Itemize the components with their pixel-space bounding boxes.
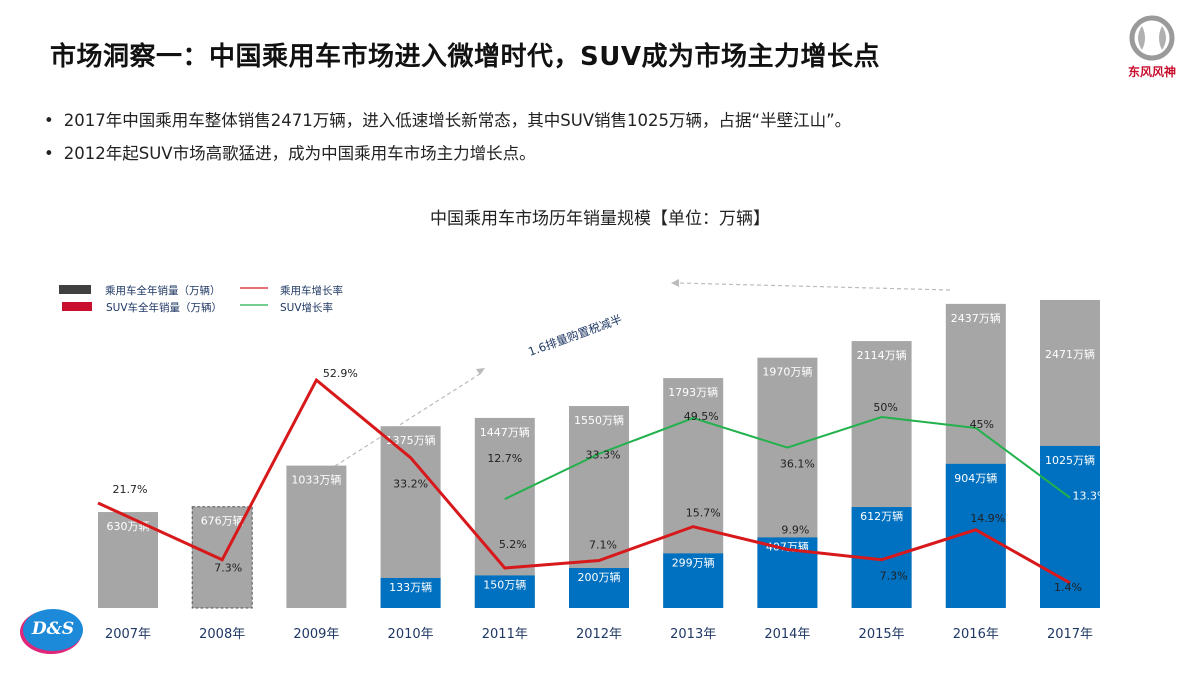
bar-suv bbox=[1040, 445, 1100, 608]
chart-title: 中国乘用车市场历年销量规模【单位：万辆】 bbox=[430, 209, 770, 229]
bar-suv bbox=[380, 577, 441, 608]
label-total-growth: 7.3% bbox=[880, 570, 908, 583]
label-total-growth: 7.1% bbox=[589, 539, 617, 552]
bar-suv-label: 612万辆 bbox=[860, 509, 903, 523]
legend-label-suv-growth: SUV增长率 bbox=[280, 301, 333, 314]
legend-label-total-growth: 乘用车增长率 bbox=[280, 284, 343, 297]
bullet-list: 2017年中国乘用车整体销售2471万辆，进入低速增长新常态，其中SUV销售10… bbox=[44, 104, 851, 170]
label-total-growth: 7.3% bbox=[214, 562, 242, 575]
trend-arrow bbox=[677, 282, 951, 291]
x-tick-label: 2014年 bbox=[764, 627, 810, 642]
label-total-growth: 14.9% bbox=[970, 512, 1005, 525]
line-total-growth bbox=[97, 377, 1071, 585]
annotation-arrowhead bbox=[476, 368, 485, 375]
bar-total-label: 1375万辆 bbox=[386, 433, 436, 447]
x-tick-label: 2015年 bbox=[859, 627, 905, 642]
x-tick-label: 2017年 bbox=[1047, 627, 1093, 642]
bar-suv-label: 133万辆 bbox=[389, 580, 432, 594]
x-tick-label: 2010年 bbox=[388, 627, 434, 642]
x-tick-label: 2011年 bbox=[482, 627, 528, 642]
trend-arrowhead bbox=[671, 279, 679, 287]
label-suv-growth: 13.3% bbox=[1073, 490, 1108, 503]
label-total-growth: 5.2% bbox=[499, 538, 527, 551]
bar-total-label: 1970万辆 bbox=[762, 365, 812, 379]
bar-total-label: 2114万辆 bbox=[857, 348, 907, 362]
label-total-growth: 33.2% bbox=[393, 478, 428, 491]
bar-suv bbox=[474, 575, 535, 608]
label-suv-growth: 45% bbox=[970, 418, 994, 431]
ds-logo: D&S bbox=[18, 606, 88, 665]
label-total-growth: 9.9% bbox=[781, 523, 809, 536]
x-tick-label: 2008年 bbox=[199, 627, 245, 642]
bar-total-label: 1447万辆 bbox=[480, 425, 530, 439]
label-suv-growth: 33.3% bbox=[586, 449, 621, 462]
label-total-growth: 15.7% bbox=[686, 507, 721, 520]
legend-swatch-suv bbox=[62, 302, 92, 311]
dongfeng-logo: 东风风神 bbox=[1122, 14, 1182, 88]
x-tick-label: 2013年 bbox=[670, 627, 716, 642]
bar-total-label: 630万辆 bbox=[107, 519, 150, 533]
bar-total bbox=[286, 465, 347, 608]
bar-total-label: 2437万辆 bbox=[951, 311, 1001, 325]
label-total-growth: 1.4% bbox=[1054, 581, 1082, 594]
label-total-growth: 52.9% bbox=[323, 367, 358, 380]
x-tick-label: 2007年 bbox=[105, 627, 151, 642]
label-suv-growth: 12.7% bbox=[487, 452, 522, 465]
bullet-item: 2017年中国乘用车整体销售2471万辆，进入低速增长新常态，其中SUV销售10… bbox=[44, 104, 851, 137]
legend-swatch-total bbox=[59, 285, 91, 294]
label-total-growth: 21.7% bbox=[113, 483, 148, 496]
bullet-item: 2012年起SUV市场高歌猛进，成为中国乘用车市场主力增长点。 bbox=[44, 137, 851, 170]
x-tick-label: 2012年 bbox=[576, 627, 622, 642]
annotation-arrow bbox=[334, 371, 484, 467]
label-suv-growth: 50% bbox=[873, 401, 897, 414]
page-title: 市场洞察一：中国乘用车市场进入微增时代，SUV成为市场主力增长点 bbox=[50, 42, 880, 72]
bar-total-label: 2471万辆 bbox=[1045, 347, 1095, 361]
legend-label-suv: SUV车全年销量（万辆） bbox=[106, 301, 222, 314]
label-suv-growth: 49.5% bbox=[684, 410, 719, 423]
bar-suv-label: 904万辆 bbox=[954, 471, 997, 485]
line-suv-growth bbox=[504, 415, 1071, 500]
bar-suv-label: 150万辆 bbox=[483, 577, 526, 591]
x-tick-label: 2009年 bbox=[293, 627, 339, 642]
annotation-text: 1.6排量购置税减半 bbox=[526, 312, 624, 359]
bar-total-label: 1033万辆 bbox=[291, 473, 341, 487]
bar-total-label: 1550万辆 bbox=[574, 413, 624, 427]
bar-suv-label: 299万辆 bbox=[672, 555, 715, 569]
bar-suv bbox=[663, 553, 724, 608]
svg-text:D&S: D&S bbox=[31, 619, 74, 639]
bar-suv bbox=[569, 568, 629, 608]
x-tick-label: 2016年 bbox=[953, 627, 999, 642]
legend-label-total: 乘用车全年销量（万辆） bbox=[105, 284, 221, 297]
svg-text:东风风神: 东风风神 bbox=[1128, 64, 1176, 79]
bar-total bbox=[98, 512, 158, 608]
bar-total-label: 676万辆 bbox=[201, 514, 244, 528]
bar-suv-label: 200万辆 bbox=[578, 570, 621, 584]
label-suv-growth: 36.1% bbox=[780, 458, 815, 471]
bar-suv-label: 1025万辆 bbox=[1045, 453, 1095, 467]
bar-total-label: 1793万辆 bbox=[668, 385, 718, 399]
